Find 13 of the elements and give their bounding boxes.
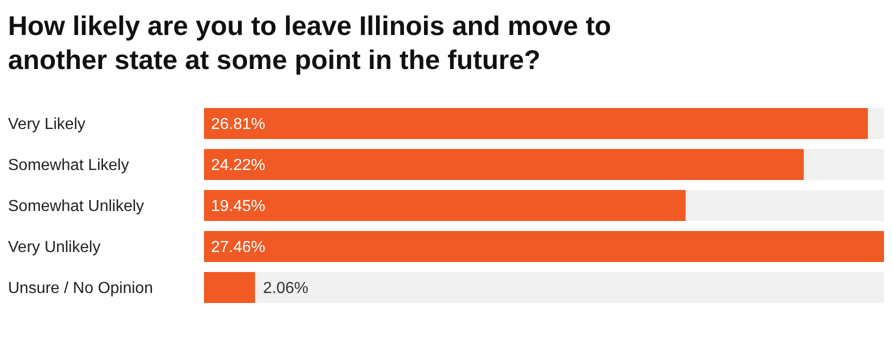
y-tick-label: Somewhat Unlikely	[8, 198, 144, 216]
y-tick-label: Very Likely	[8, 116, 86, 134]
y-tick-label: Somewhat Likely	[8, 157, 129, 174]
data-label: 26.81%	[211, 116, 266, 134]
data-label: 27.46%	[211, 239, 266, 256]
data-label: 2.06%	[263, 280, 308, 298]
bar	[204, 231, 884, 262]
chart-title: How likely are you to leave Illinois and move to another state at some point in the future?	[8, 11, 612, 75]
y-tick-label: Unsure / No Opinion	[8, 280, 153, 298]
data-label: 19.45%	[211, 198, 266, 216]
data-label: 24.22%	[211, 157, 266, 174]
y-tick-label: Very Unlikely	[8, 239, 100, 256]
bar	[204, 272, 256, 303]
